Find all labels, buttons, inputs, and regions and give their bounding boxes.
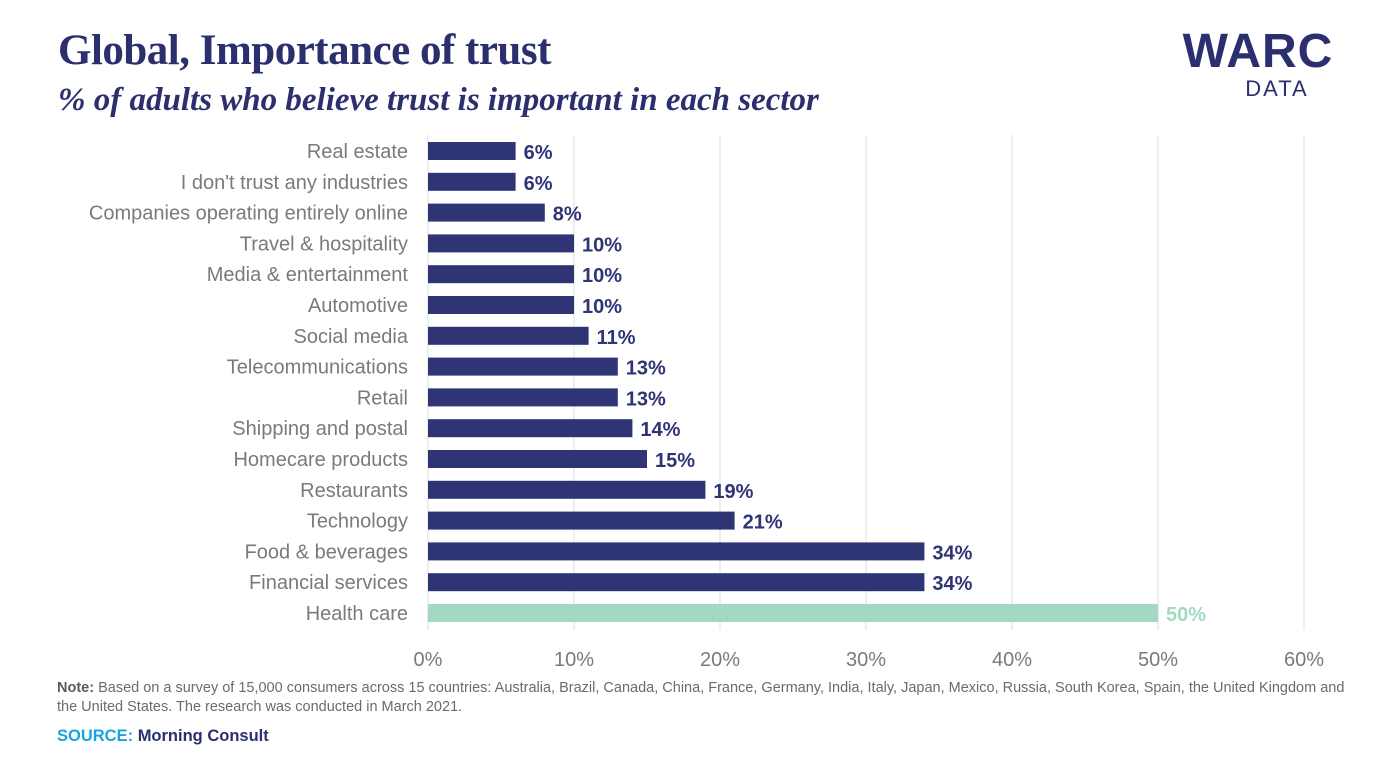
logo-sub-text: DATA [1245,76,1309,101]
note-label: Note: [57,680,95,696]
x-tick-label: 10% [554,649,594,671]
bar-chart: 0% 10% 20% 30% 40% 50% 60% Real estate 6% I don't… [89,135,1324,671]
value-label: 14% [640,419,680,441]
value-label: 13% [626,388,666,410]
category-label: Travel & hospitality [240,233,408,255]
bar [428,296,574,314]
bar [428,419,633,438]
bar [428,203,545,222]
footnote: Note: Based on a survey of 15,000 consum… [57,679,1347,717]
source-line: SOURCE: Morning Consult [57,727,269,746]
category-label: Shipping and postal [232,418,408,440]
bar [428,234,574,253]
value-label: 11% [597,327,636,349]
value-label: 8% [553,204,582,226]
logo-main-text: WARC [1182,25,1334,78]
bar [428,326,589,345]
category-label: Retail [357,387,408,409]
bar [428,573,925,592]
x-tick-label: 20% [700,649,740,671]
category-label: Health care [306,603,408,625]
value-label: 34% [932,573,972,595]
bar [428,480,706,499]
bar [428,172,516,191]
warc-logo: WARC DATA [1178,28,1338,100]
x-tick-label: 40% [992,649,1032,671]
bar [428,604,1158,622]
category-label: Media & entertainment [207,264,409,286]
x-tick-label: 0% [414,649,443,671]
bar [428,142,516,160]
note-text: Based on a survey of 15,000 consumers ac… [57,680,1345,715]
bar [428,450,647,468]
value-label: 10% [582,234,622,256]
chart-title: Global, Importance of trust [58,27,551,74]
value-label: 50% [1166,604,1206,626]
bar [428,388,618,407]
value-label: 10% [582,265,622,287]
category-label: Automotive [308,295,408,317]
category-label: Food & beverages [245,541,408,563]
source-label: SOURCE: [57,727,134,745]
x-tick-label: 50% [1138,649,1178,671]
bar [428,265,574,284]
category-label: Companies operating entirely online [89,203,408,225]
value-label: 21% [743,512,783,534]
category-label: Restaurants [300,480,408,502]
value-label: 6% [524,142,553,164]
category-label: Technology [307,511,408,533]
value-label: 10% [582,296,622,318]
bar [428,542,925,561]
value-label: 19% [713,481,753,503]
value-label: 13% [626,358,666,380]
source-value: Morning Consult [137,727,269,745]
chart-subtitle: % of adults who believe trust is importa… [58,82,819,118]
category-label: Real estate [307,141,408,163]
x-tick-label: 60% [1284,649,1324,671]
category-label: Financial services [249,572,408,594]
bar [428,357,618,376]
category-label: Homecare products [233,449,408,471]
bar [428,511,735,530]
value-label: 15% [655,450,695,472]
category-label: I don't trust any industries [181,172,408,194]
category-label: Telecommunications [227,357,408,379]
x-tick-label: 30% [846,649,886,671]
category-label: Social media [293,326,408,348]
value-label: 34% [932,542,972,564]
value-label: 6% [524,173,553,195]
